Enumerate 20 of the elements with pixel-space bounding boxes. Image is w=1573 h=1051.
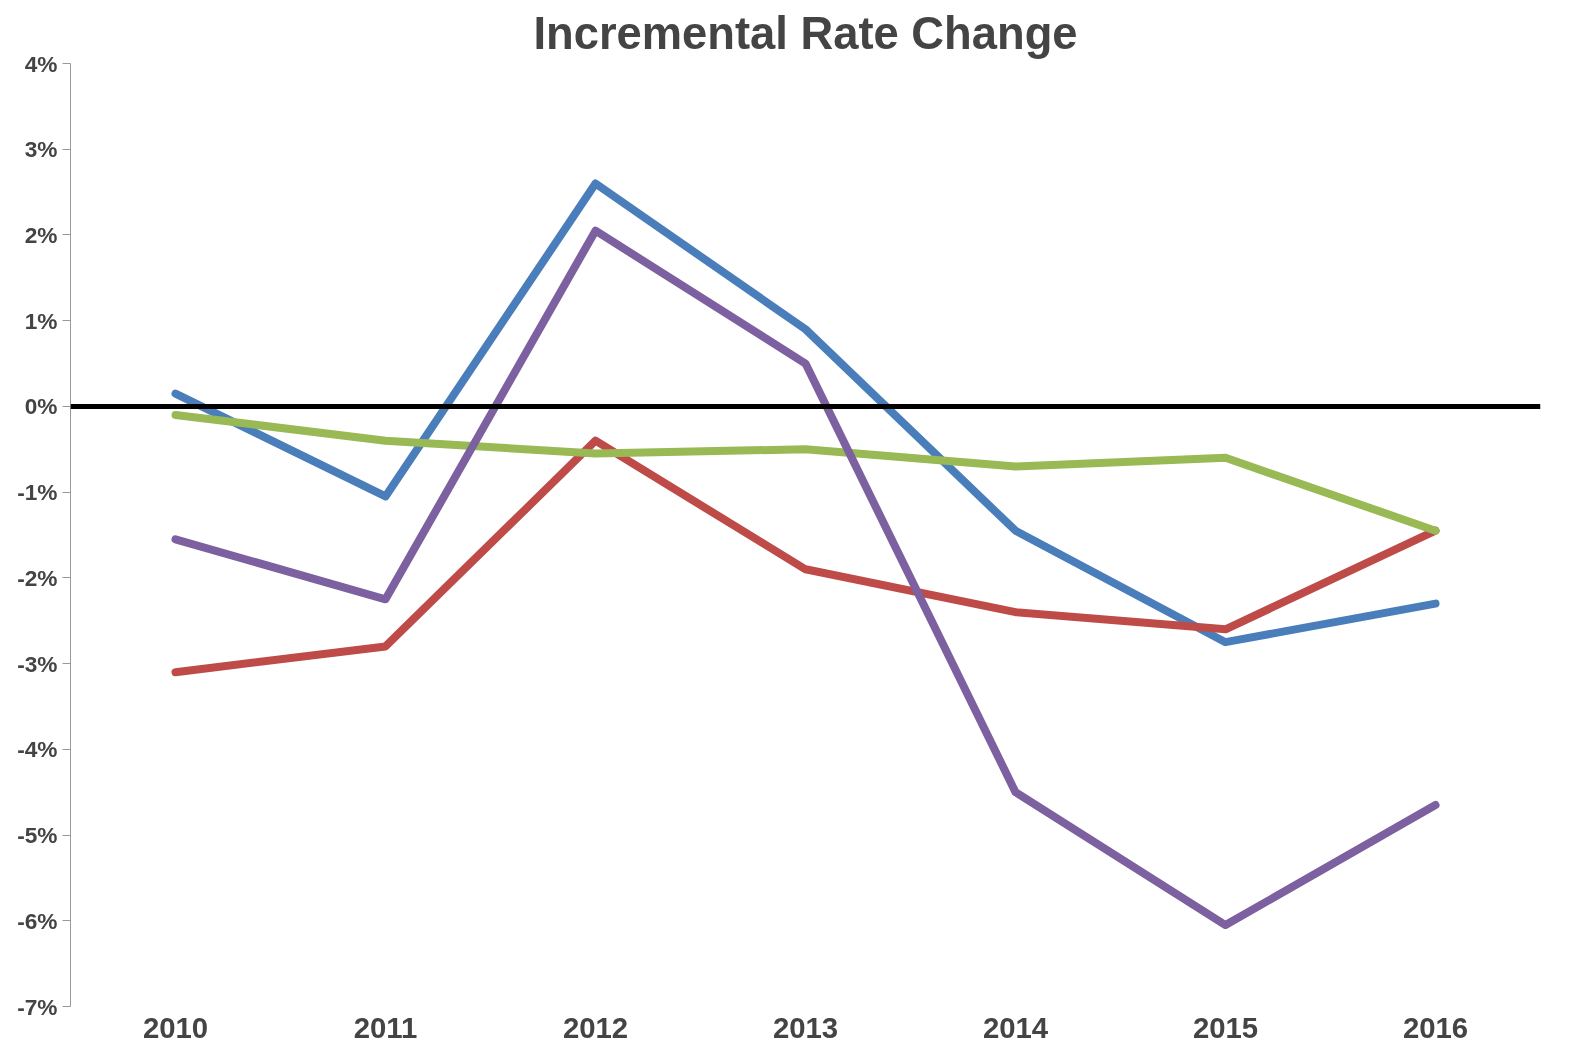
- chart-title: Incremental Rate Change: [533, 7, 1078, 59]
- y-tick-label: 1%: [24, 307, 58, 334]
- y-tick-label: 3%: [24, 136, 58, 163]
- y-tick-label: -3%: [17, 650, 58, 677]
- y-tick-label: -5%: [17, 822, 58, 849]
- x-tick-label: 2015: [1192, 1010, 1259, 1044]
- x-tick-label: 2013: [772, 1010, 839, 1044]
- x-tick-label: 2011: [353, 1010, 418, 1044]
- y-tick-label: -4%: [17, 736, 58, 763]
- x-tick-label: 2012: [562, 1010, 629, 1044]
- x-tick-label: 2016: [1402, 1010, 1469, 1044]
- x-tick-label: 2014: [982, 1010, 1049, 1044]
- y-tick-label: -1%: [17, 479, 58, 506]
- y-tick-label: -2%: [17, 564, 58, 591]
- y-tick-label: -6%: [17, 907, 58, 934]
- y-tick-label: 2%: [24, 221, 58, 248]
- y-tick-label: -7%: [17, 993, 58, 1020]
- y-tick-label: 4%: [24, 50, 58, 77]
- y-tick-label: 0%: [24, 393, 58, 420]
- x-tick-label: 2010: [142, 1010, 209, 1044]
